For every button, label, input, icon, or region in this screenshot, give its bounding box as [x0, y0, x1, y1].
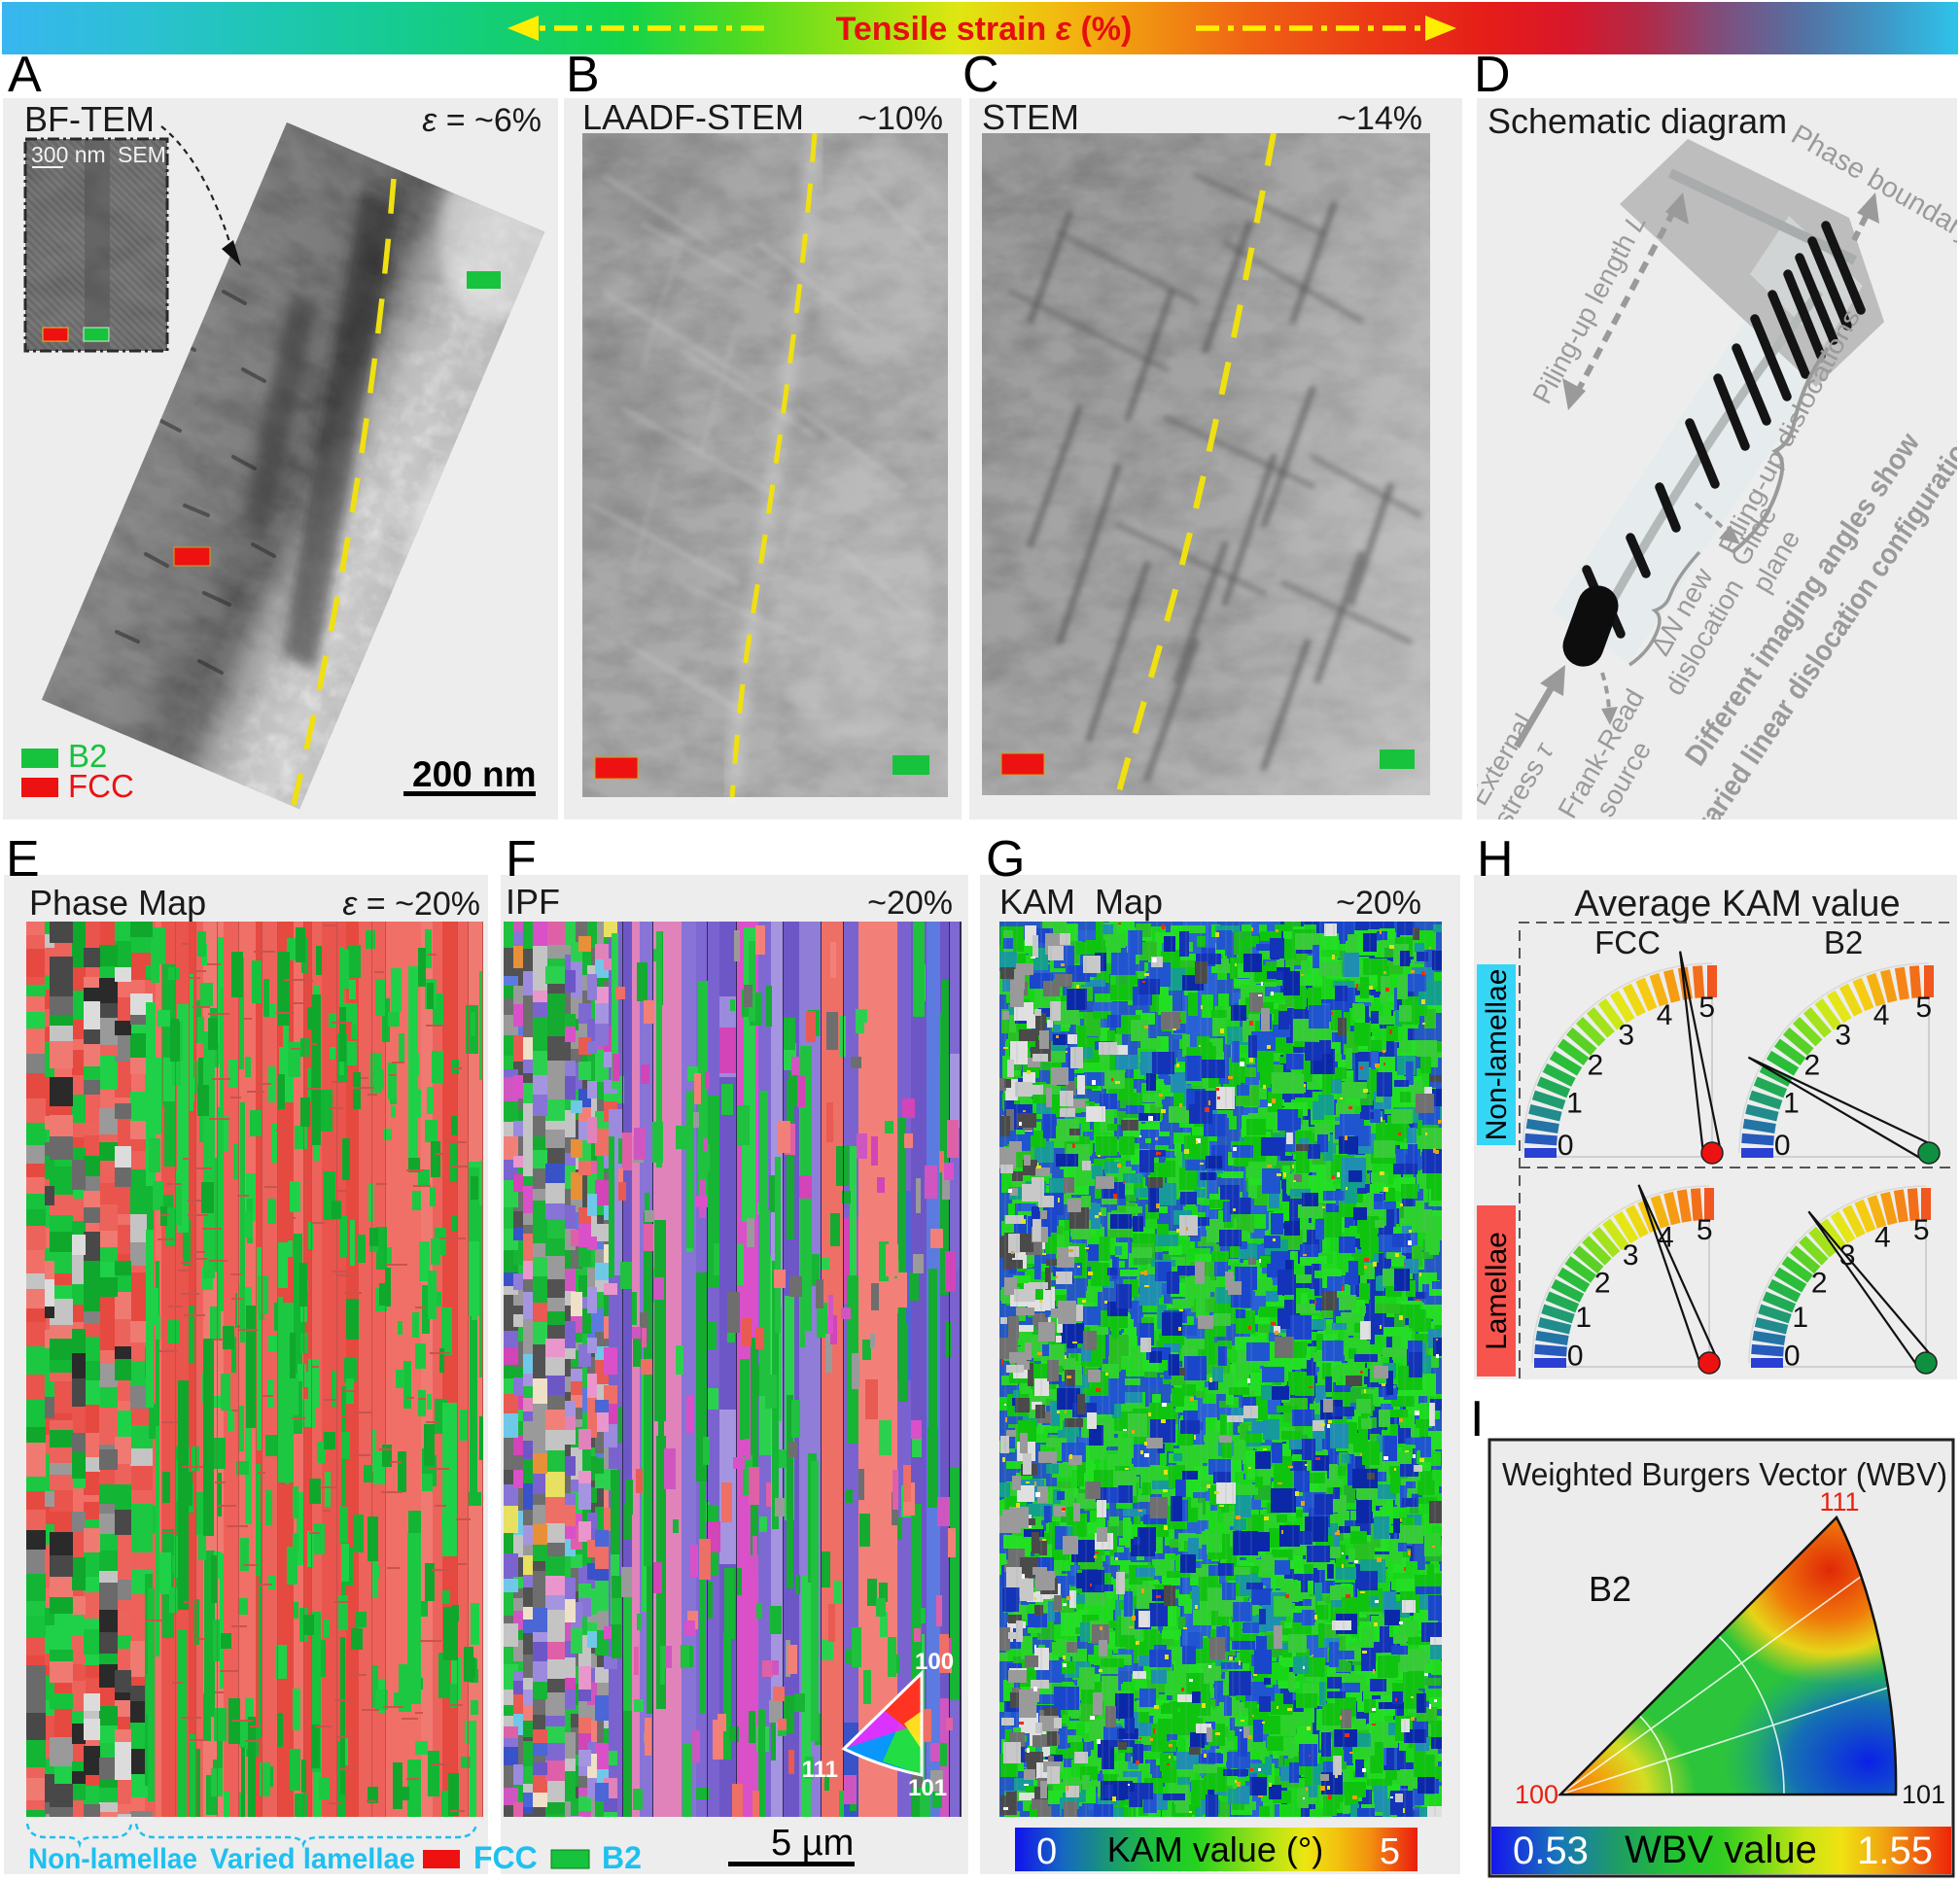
svg-text:101: 101	[908, 1775, 947, 1801]
svg-text:Lamellae: Lamellae	[1481, 1232, 1513, 1350]
svg-text:3: 3	[1835, 1020, 1851, 1052]
svg-text:1.55: 1.55	[1857, 1830, 1933, 1872]
svg-text:3: 3	[1623, 1239, 1639, 1272]
svg-text:4: 4	[1873, 999, 1890, 1031]
svg-text:3: 3	[1618, 1020, 1634, 1052]
svg-text:~14%: ~14%	[1337, 100, 1422, 137]
svg-text:I: I	[1470, 1391, 1484, 1447]
svg-text:Schematic diagram: Schematic diagram	[1488, 101, 1787, 141]
svg-text:Phase Map: Phase Map	[29, 883, 206, 923]
svg-text:300 nm: 300 nm	[31, 142, 106, 167]
svg-text:F: F	[506, 831, 537, 888]
svg-text:FCC: FCC	[1594, 924, 1661, 960]
svg-text:B2: B2	[1824, 924, 1863, 960]
svg-text:100: 100	[1515, 1780, 1558, 1809]
svg-text:200 nm: 200 nm	[412, 754, 537, 794]
svg-text:B2: B2	[68, 738, 107, 774]
svg-text:B2: B2	[1589, 1569, 1631, 1609]
svg-text:5: 5	[1915, 992, 1932, 1024]
svg-text:1: 1	[1792, 1302, 1808, 1334]
svg-text:5: 5	[1698, 992, 1715, 1024]
svg-text:5: 5	[1913, 1214, 1930, 1246]
svg-text:FCC: FCC	[68, 768, 134, 804]
svg-text:FCC: FCC	[473, 1840, 538, 1875]
svg-text:A: A	[8, 47, 42, 103]
svg-text:4: 4	[1658, 1221, 1674, 1253]
svg-text:G: G	[986, 831, 1025, 888]
svg-text:0: 0	[1784, 1341, 1801, 1373]
svg-text:2: 2	[1594, 1267, 1611, 1299]
svg-text:0.53: 0.53	[1513, 1830, 1589, 1872]
svg-text:100: 100	[915, 1649, 954, 1675]
svg-text:2: 2	[1804, 1050, 1821, 1082]
svg-text:4: 4	[1657, 999, 1673, 1031]
svg-text:E: E	[6, 831, 40, 888]
svg-text:Non-lamellae: Non-lamellae	[28, 1843, 197, 1875]
svg-text:1: 1	[1566, 1087, 1583, 1119]
svg-text:BF-TEM: BF-TEM	[24, 99, 155, 139]
svg-text:0: 0	[1567, 1341, 1584, 1373]
svg-text:Average KAM value: Average KAM value	[1574, 884, 1900, 924]
svg-text:Non-lamellae: Non-lamellae	[1481, 969, 1513, 1141]
svg-text:0: 0	[1558, 1130, 1574, 1162]
svg-text:~20%: ~20%	[867, 885, 953, 922]
svg-text:2: 2	[1588, 1050, 1604, 1082]
svg-text:WBV value: WBV value	[1625, 1829, 1817, 1871]
svg-text:5: 5	[1380, 1831, 1400, 1872]
svg-text:D: D	[1474, 47, 1511, 103]
svg-text:1: 1	[1783, 1087, 1800, 1119]
svg-text:5: 5	[1697, 1214, 1713, 1246]
svg-text:5 µm: 5 µm	[771, 1823, 854, 1864]
svg-text:KAM Map: KAM Map	[999, 882, 1163, 922]
svg-text:Tensile strain ε (%): Tensile strain ε (%)	[836, 11, 1133, 48]
svg-text:~10%: ~10%	[858, 100, 943, 137]
svg-text:SEM: SEM	[118, 142, 166, 167]
svg-text:KAM value (°): KAM value (°)	[1107, 1830, 1323, 1869]
svg-text:~20%: ~20%	[1336, 885, 1421, 922]
svg-text:ε = ~20%: ε = ~20%	[342, 886, 480, 923]
svg-text:111: 111	[802, 1757, 838, 1783]
svg-text:B: B	[566, 47, 600, 103]
svg-text:LAADF-STEM: LAADF-STEM	[582, 97, 804, 137]
svg-text:111: 111	[1819, 1487, 1859, 1516]
svg-text:1: 1	[1575, 1302, 1592, 1334]
svg-text:C: C	[962, 47, 999, 103]
svg-text:Varied lamellae: Varied lamellae	[210, 1843, 415, 1875]
svg-text:IPF: IPF	[506, 882, 560, 922]
svg-text:ε = ~6%: ε = ~6%	[422, 102, 542, 139]
svg-text:H: H	[1477, 831, 1514, 888]
svg-text:0: 0	[1774, 1130, 1791, 1162]
svg-text:Weighted Burgers Vector (WBV): Weighted Burgers Vector (WBV)	[1502, 1456, 1947, 1492]
svg-text:4: 4	[1874, 1221, 1891, 1253]
svg-text:STEM: STEM	[982, 97, 1079, 137]
svg-text:101: 101	[1902, 1780, 1945, 1809]
svg-text:0: 0	[1036, 1831, 1057, 1872]
svg-text:2: 2	[1811, 1267, 1828, 1299]
svg-text:B2: B2	[602, 1840, 642, 1875]
